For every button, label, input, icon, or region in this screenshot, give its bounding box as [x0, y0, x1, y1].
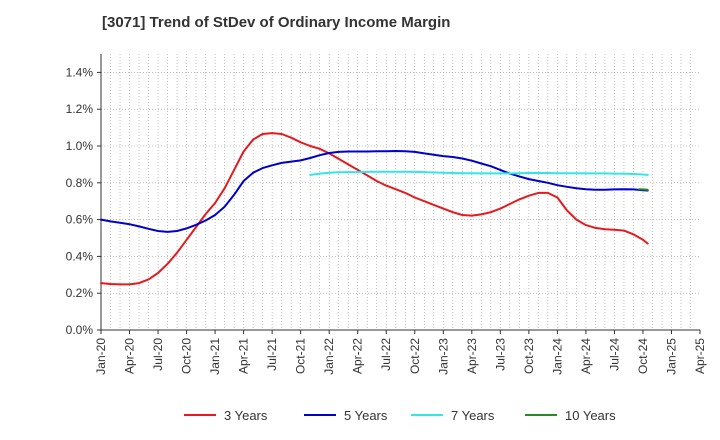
x-tick-label: Jul-20 — [151, 338, 165, 371]
y-tick-label: 1.4% — [66, 65, 94, 79]
y-tick-label: 0.2% — [66, 286, 94, 300]
x-tick-label: Jul-23 — [493, 338, 507, 371]
x-tick-label: Jan-22 — [322, 338, 336, 375]
x-tick-label: Jan-25 — [664, 338, 678, 375]
x-tick-label: Oct-22 — [408, 338, 422, 374]
y-tick-label: 1.0% — [66, 139, 94, 153]
legend-label-7-years: 7 Years — [451, 408, 495, 423]
x-tick-label: Apr-25 — [693, 338, 707, 374]
x-tick-label: Jul-24 — [607, 338, 621, 371]
series-line-3-years — [100, 132, 649, 286]
x-tick-label: Apr-23 — [465, 338, 479, 374]
x-tick-label: Jan-23 — [436, 338, 450, 375]
x-tick-label: Jul-22 — [379, 338, 393, 371]
legend-label-10-years: 10 Years — [565, 408, 616, 423]
legend-label-3-years: 3 Years — [224, 408, 268, 423]
x-tick-label: Apr-24 — [579, 338, 593, 374]
y-tick-label: 0.8% — [66, 176, 94, 190]
x-tick-label: Jan-21 — [208, 338, 222, 375]
x-tick-label: Oct-20 — [180, 338, 194, 374]
series-line-7-years — [309, 170, 649, 176]
x-tick-label: Oct-24 — [636, 338, 650, 374]
y-tick-label: 0.0% — [66, 323, 94, 337]
x-tick-label: Jan-24 — [550, 338, 564, 375]
x-tick-label: Jul-21 — [265, 338, 279, 371]
y-tick-label: 0.6% — [66, 213, 94, 227]
series-line-10-years — [638, 188, 649, 191]
x-tick-label: Jan-20 — [94, 338, 108, 375]
x-tick-label: Apr-22 — [351, 338, 365, 374]
y-tick-label: 0.4% — [66, 249, 94, 263]
x-tick-label: Apr-21 — [237, 338, 251, 374]
series-line-5-years — [100, 150, 649, 233]
x-tick-label: Oct-23 — [522, 338, 536, 374]
legend-label-5-years: 5 Years — [344, 408, 388, 423]
x-tick-label: Oct-21 — [294, 338, 308, 374]
x-tick-label: Apr-20 — [123, 338, 137, 374]
y-tick-label: 1.2% — [66, 102, 94, 116]
chart-title: [3071] Trend of StDev of Ordinary Income… — [102, 14, 451, 31]
